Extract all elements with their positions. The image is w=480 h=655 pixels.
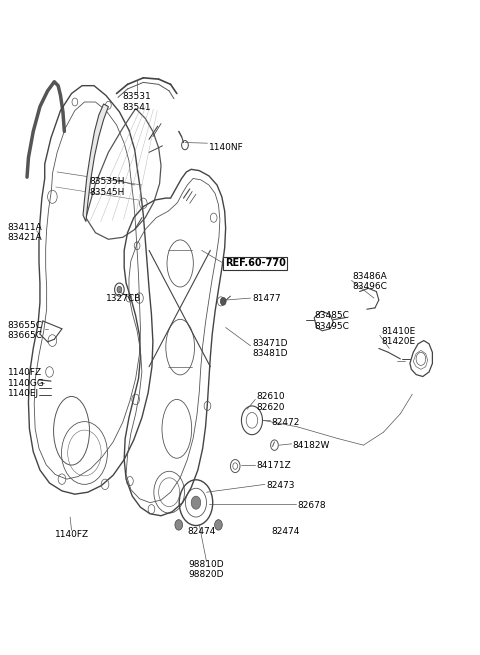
Text: 82474: 82474 bbox=[271, 527, 300, 536]
Text: 84171Z: 84171Z bbox=[257, 461, 291, 470]
Text: 82472: 82472 bbox=[271, 418, 300, 427]
Circle shape bbox=[117, 286, 122, 293]
Text: 83485C
83495C: 83485C 83495C bbox=[314, 311, 349, 331]
Text: 1327CB: 1327CB bbox=[106, 293, 141, 303]
Text: 82610
82620: 82610 82620 bbox=[257, 392, 286, 412]
Text: 82474: 82474 bbox=[187, 527, 216, 536]
Text: 83531
83541: 83531 83541 bbox=[123, 92, 152, 112]
Polygon shape bbox=[83, 104, 108, 221]
Text: 84182W: 84182W bbox=[293, 441, 330, 449]
Text: 83535H
83545H: 83535H 83545H bbox=[89, 178, 125, 196]
Text: 82678: 82678 bbox=[298, 501, 326, 510]
Circle shape bbox=[220, 297, 226, 305]
Text: 83655C
83665C: 83655C 83665C bbox=[8, 321, 43, 341]
Text: 1140FZ
1140GG
1140EJ: 1140FZ 1140GG 1140EJ bbox=[8, 368, 45, 398]
Text: REF.60-770: REF.60-770 bbox=[225, 259, 286, 269]
Text: 83411A
83421A: 83411A 83421A bbox=[8, 223, 43, 242]
Text: 98810D
98820D: 98810D 98820D bbox=[189, 559, 224, 579]
Text: 1140FZ: 1140FZ bbox=[54, 530, 89, 539]
Text: 82473: 82473 bbox=[266, 481, 295, 490]
Circle shape bbox=[175, 519, 182, 530]
Text: 83486A
83496C: 83486A 83496C bbox=[352, 272, 387, 291]
Text: 1140NF: 1140NF bbox=[209, 143, 244, 152]
Circle shape bbox=[191, 496, 201, 509]
Text: 81477: 81477 bbox=[252, 293, 281, 303]
Circle shape bbox=[215, 519, 222, 530]
Text: 81410E
81420E: 81410E 81420E bbox=[381, 327, 416, 346]
Text: 83471D
83481D: 83471D 83481D bbox=[252, 339, 288, 358]
